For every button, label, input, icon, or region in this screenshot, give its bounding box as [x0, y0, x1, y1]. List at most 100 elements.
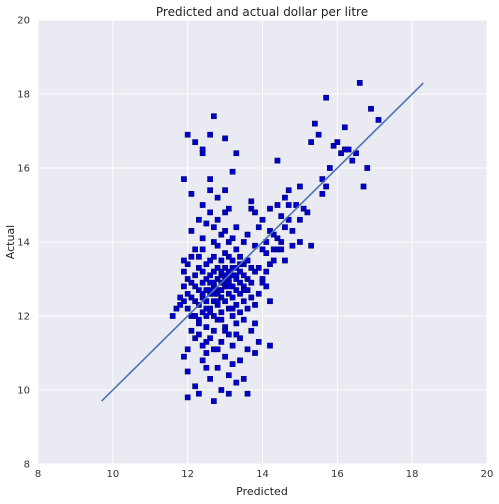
x-axis-ticks: 8 10 12 14 16 18 20: [35, 469, 494, 480]
data-point: [282, 257, 288, 264]
data-point: [248, 198, 255, 205]
data-point: [188, 253, 195, 260]
chart-title: Predicted and actual dollar per litre: [156, 5, 368, 19]
data-point: [214, 194, 221, 201]
data-point: [203, 339, 210, 345]
data-point: [207, 309, 213, 316]
data-point: [289, 242, 296, 249]
data-point: [184, 276, 191, 282]
data-point: [248, 327, 255, 334]
data-point: [218, 339, 225, 345]
data-point: [229, 257, 236, 264]
data-point: [203, 364, 210, 371]
data-point: [214, 265, 221, 271]
data-point: [248, 205, 255, 212]
data-point: [173, 305, 180, 312]
data-point: [312, 120, 318, 127]
data-point: [240, 272, 247, 279]
fit-line-group: [101, 82, 424, 402]
data-point: [211, 268, 217, 275]
data-point: [252, 268, 258, 275]
data-point: [240, 376, 247, 382]
data-point: [184, 346, 191, 353]
fit-line: [101, 82, 424, 402]
data-point: [270, 257, 277, 264]
data-point: [240, 287, 247, 293]
y-axis-ticks: 8 10 12 14 16 18 20: [17, 16, 30, 471]
data-point: [218, 387, 225, 393]
data-point: [222, 265, 228, 271]
data-point: [252, 302, 258, 308]
data-point: [199, 146, 206, 153]
data-point: [274, 157, 281, 164]
data-point: [278, 239, 285, 245]
data-point: [196, 390, 202, 397]
data-point: [196, 253, 202, 260]
data-point: [282, 224, 288, 231]
data-point: [229, 305, 236, 312]
data-point: [263, 268, 270, 275]
y-tick-label: 18: [17, 90, 30, 101]
data-point: [229, 361, 236, 367]
data-point: [229, 342, 236, 349]
data-point: [233, 150, 240, 157]
data-point: [259, 246, 266, 253]
x-tick-label: 10: [106, 469, 119, 480]
data-point: [297, 216, 303, 223]
data-point: [222, 250, 228, 256]
data-point: [188, 228, 195, 234]
data-point: [214, 216, 221, 223]
data-point: [214, 242, 221, 249]
data-point: [240, 239, 247, 245]
data-point: [196, 287, 202, 293]
x-tick-label: 18: [406, 469, 419, 480]
data-point: [375, 117, 382, 123]
data-point: [192, 139, 199, 145]
data-point: [207, 209, 213, 216]
data-point: [285, 202, 292, 208]
data-point: [222, 353, 228, 360]
data-point: [233, 224, 240, 231]
data-point: [274, 202, 281, 208]
data-point: [304, 209, 311, 216]
data-point: [248, 279, 255, 286]
data-point: [308, 242, 314, 249]
data-point: [203, 324, 210, 330]
data-point: [211, 113, 217, 120]
data-point: [199, 357, 206, 364]
data-point: [203, 261, 210, 268]
y-tick-label: 20: [17, 16, 30, 27]
data-point: [214, 346, 221, 353]
data-point: [181, 353, 187, 360]
data-point: [199, 268, 206, 275]
data-point: [244, 305, 251, 312]
data-point: [327, 165, 333, 171]
data-point: [192, 313, 199, 319]
data-point: [214, 276, 221, 282]
data-point: [360, 183, 367, 190]
y-tick-label: 10: [17, 386, 30, 397]
data-point: [207, 257, 213, 264]
data-point: [218, 294, 225, 301]
data-point: [225, 283, 232, 290]
x-tick-label: 8: [35, 469, 41, 480]
data-point: [218, 316, 225, 323]
data-point: [244, 390, 251, 397]
data-point: [229, 294, 236, 301]
data-point: [192, 298, 199, 305]
y-axis-label: Actual: [4, 225, 17, 259]
data-point: [192, 335, 199, 342]
data-point: [263, 283, 270, 290]
data-point: [218, 268, 225, 275]
data-point: [196, 216, 202, 223]
data-point: [225, 290, 232, 297]
data-point: [222, 187, 228, 194]
data-point: [244, 231, 251, 238]
data-point: [225, 390, 232, 397]
data-point: [237, 268, 243, 275]
data-point: [233, 246, 240, 253]
data-point: [207, 272, 213, 279]
data-point: [282, 194, 288, 201]
data-point: [199, 309, 206, 316]
data-point: [233, 287, 240, 293]
